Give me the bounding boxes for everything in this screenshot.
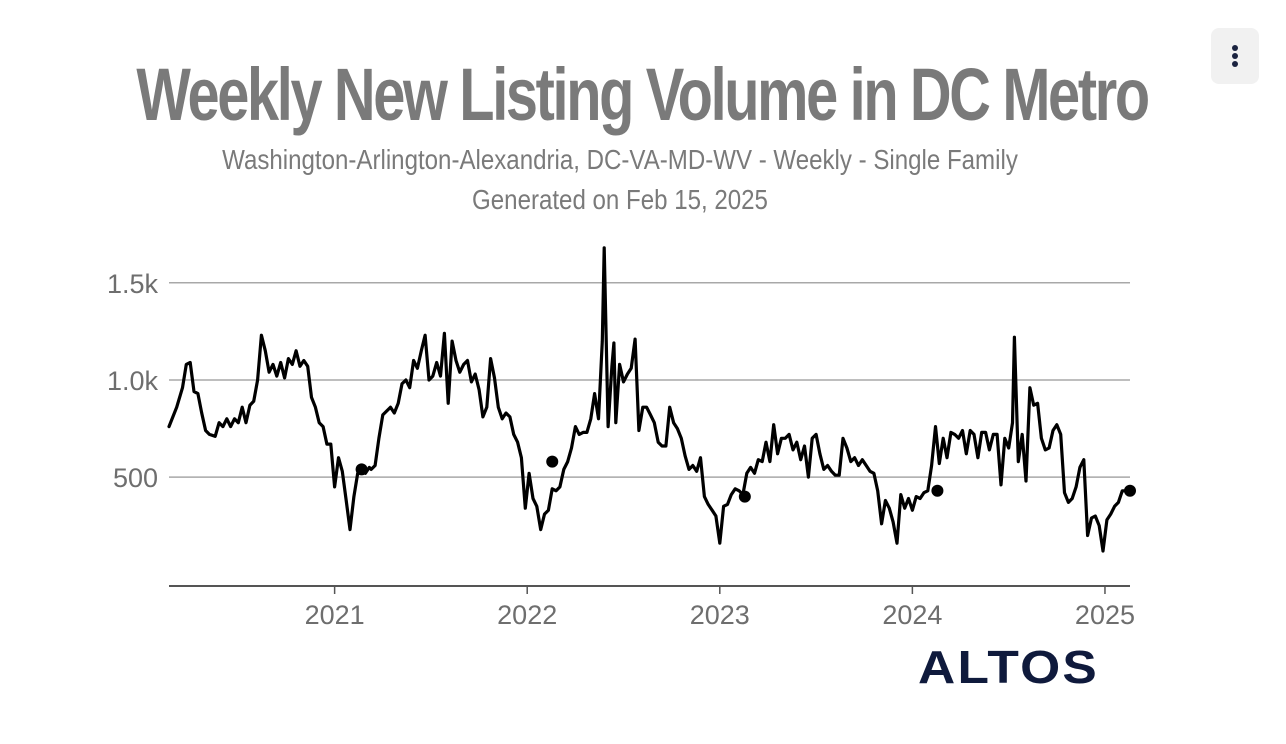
series-line — [167, 246, 1132, 553]
altos-logo: ALTOS — [918, 641, 1100, 693]
chart-title: Weekly New Listing Volume in DC Metro — [136, 53, 1150, 136]
x-tick-label: 2025 — [1075, 600, 1135, 630]
x-tick-label: 2021 — [305, 600, 365, 630]
data-point-marker — [355, 463, 368, 476]
x-tick-label: 2023 — [690, 600, 750, 630]
x-tick-label: 2022 — [497, 600, 557, 630]
chart-subtitle: Washington-Arlington-Alexandria, DC-VA-M… — [222, 144, 1018, 175]
data-point-marker — [738, 490, 751, 503]
data-point-marker — [1124, 484, 1136, 497]
y-tick-label: 500 — [113, 463, 158, 493]
y-tick-label: 1.5k — [107, 269, 159, 299]
generated-date: Generated on Feb 15, 2025 — [472, 184, 768, 215]
data-point-marker — [546, 455, 559, 468]
x-tick-label: 2024 — [882, 600, 942, 630]
y-tick-label: 1.0k — [107, 366, 159, 396]
data-point-marker — [931, 484, 944, 497]
chart-menu-button[interactable] — [1211, 28, 1259, 84]
